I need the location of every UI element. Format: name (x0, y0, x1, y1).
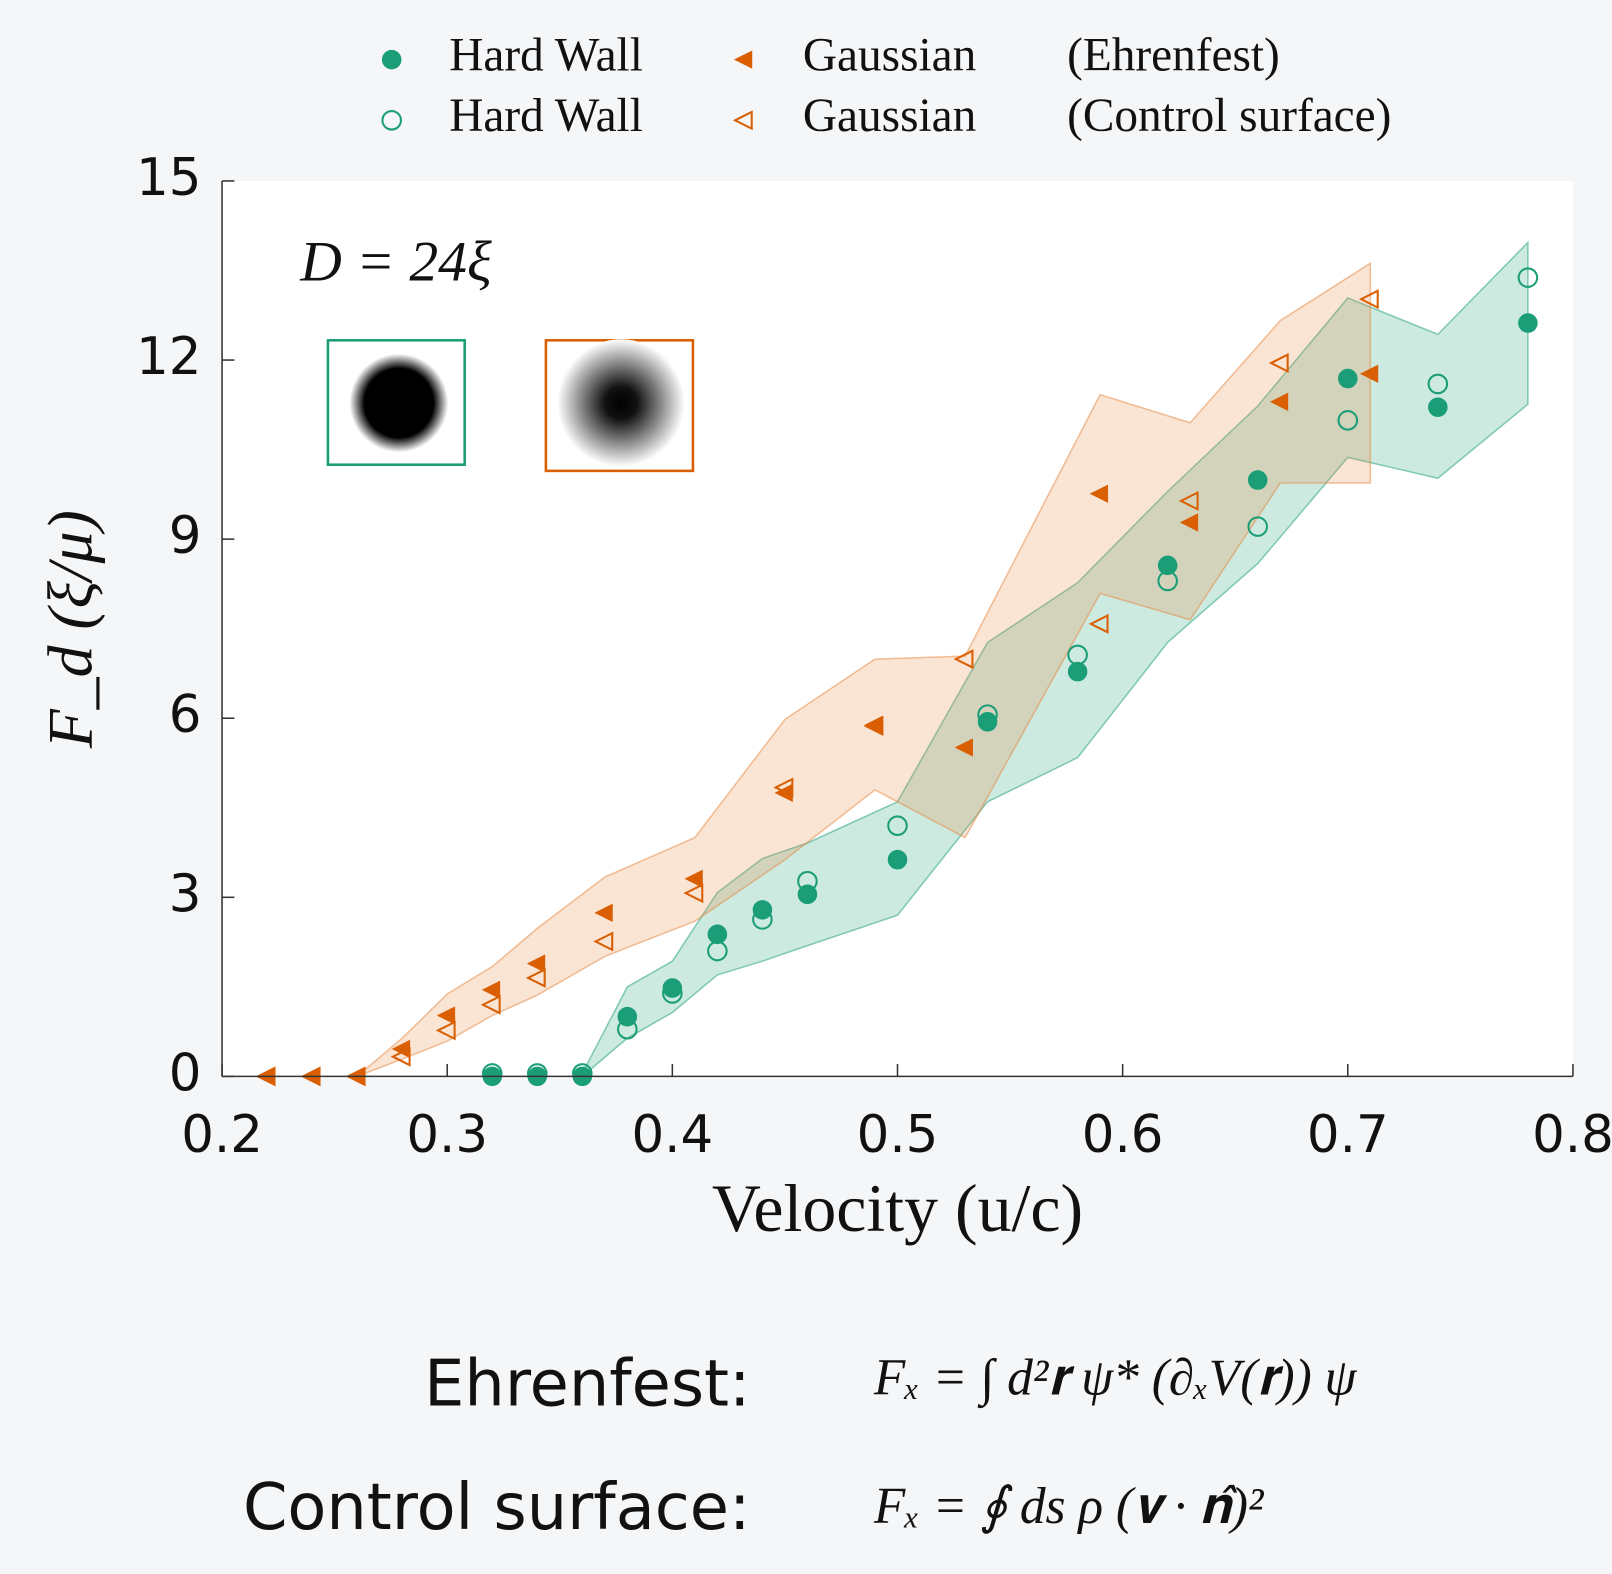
marker (707, 940, 728, 962)
marker (977, 704, 998, 725)
marker (1088, 613, 1109, 634)
y-tick-label: 3 (169, 864, 202, 924)
y-tick-label: 12 (136, 327, 201, 387)
marker (953, 649, 974, 670)
marker (1518, 313, 1538, 333)
marker (594, 903, 613, 922)
marker (797, 870, 818, 892)
marker (887, 815, 908, 836)
x-axis-label: Velocity (u/c) (712, 1171, 1083, 1246)
x-tick-label: 0.4 (631, 1105, 713, 1165)
legend-label: Hard Wall (449, 30, 643, 82)
marker (480, 994, 501, 1015)
legend-label: Hard Wall (449, 90, 643, 142)
legend-method: (Ehrenfest) (1067, 30, 1280, 82)
legend: Hard Wall Hard Wall Gaussian Gaussian (Ehren… (381, 30, 1391, 142)
marker (662, 983, 683, 1004)
x-tick-label: 0.3 (406, 1105, 488, 1165)
marker (525, 967, 546, 988)
x-tick-label: 0.6 (1082, 1105, 1164, 1165)
plot (255, 240, 1539, 1087)
equation: Fₓ = ∫ d²𝐫 ψ* (∂ₓV(𝐫)) ψ (873, 1350, 1358, 1409)
marker (684, 869, 703, 888)
marker (1067, 644, 1088, 666)
inset-image (557, 339, 685, 467)
marker (1427, 373, 1449, 395)
marker (752, 909, 773, 930)
marker (381, 49, 402, 70)
marker (954, 738, 973, 757)
inset-gaussian (544, 339, 695, 473)
marker (593, 931, 614, 952)
marker (381, 110, 402, 131)
marker (1338, 368, 1358, 389)
marker (526, 954, 546, 973)
marker (732, 110, 753, 131)
marker (1247, 470, 1268, 490)
marker (526, 1063, 548, 1084)
marker (773, 777, 794, 798)
marker (1157, 570, 1178, 592)
x-tick-label: 0.5 (857, 1105, 939, 1165)
marker (707, 924, 728, 945)
marker (977, 712, 998, 732)
marker (1089, 484, 1109, 503)
marker (1337, 410, 1359, 431)
marker (1358, 289, 1379, 310)
marker (733, 50, 753, 69)
equation-label: Ehrenfest: (424, 1347, 750, 1421)
plot-area (222, 180, 1573, 1077)
marker (1269, 392, 1289, 411)
marker (1067, 661, 1088, 682)
marker (435, 1020, 456, 1041)
marker (887, 849, 908, 870)
marker (662, 978, 683, 998)
marker (481, 1063, 503, 1084)
marker (1517, 267, 1539, 288)
marker (1157, 555, 1178, 576)
marker (863, 715, 884, 736)
y-tick-label: 15 (136, 148, 201, 208)
marker (683, 883, 704, 904)
marker (1178, 490, 1199, 511)
inset-image (349, 353, 449, 453)
y-tick-label: 0 (169, 1043, 202, 1103)
error-band (581, 240, 1529, 1079)
equation-label: Control surface: (243, 1471, 751, 1545)
marker (390, 1046, 411, 1067)
marker (1359, 364, 1379, 383)
inset-hard-wall (326, 339, 466, 466)
x-tick-label: 0.2 (181, 1105, 263, 1165)
marker (1268, 353, 1289, 374)
marker (1428, 397, 1448, 417)
marker (617, 1018, 638, 1040)
legend-method: (Control surface) (1067, 90, 1391, 142)
legend-label: Gaussian (803, 30, 976, 82)
y-tick-label: 6 (169, 685, 202, 745)
x-tick-label: 0.8 (1532, 1105, 1612, 1165)
y-tick-label: 9 (169, 506, 202, 566)
marker (572, 1063, 593, 1084)
annotation: D = 24ξ (299, 231, 492, 294)
marker (1179, 513, 1199, 532)
x-tick-label: 0.7 (1307, 1105, 1389, 1165)
legend-label: Gaussian (803, 90, 976, 142)
y-axis-label: F_d (ξ/μ) (35, 510, 106, 749)
equation: Fₓ = ∮ ds ρ (𝐯 · 𝐧̂)² (873, 1478, 1265, 1535)
marker (1247, 516, 1269, 537)
marker (481, 980, 501, 999)
marker (436, 1006, 456, 1025)
